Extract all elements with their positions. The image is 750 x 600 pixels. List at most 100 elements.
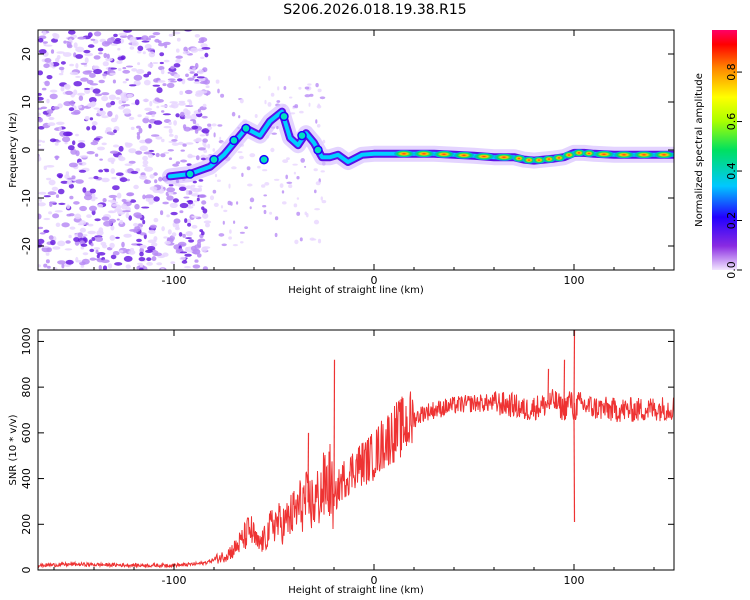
noise-speckle <box>137 114 142 118</box>
noise-speckle <box>38 191 47 195</box>
noise-speckle <box>169 101 178 104</box>
noise-speckle <box>75 133 79 137</box>
noise-speckle <box>88 97 97 103</box>
noise-speckle <box>313 168 318 172</box>
noise-speckle <box>148 51 156 58</box>
noise-speckle <box>192 120 197 125</box>
ridge-peak <box>454 151 474 159</box>
noise-speckle <box>116 192 122 199</box>
noise-speckle <box>139 262 144 268</box>
noise-speckle <box>90 242 94 247</box>
noise-speckle <box>73 89 78 96</box>
noise-speckle <box>162 113 172 116</box>
noise-speckle <box>118 32 128 36</box>
noise-speckle <box>87 223 94 227</box>
noise-speckle <box>317 103 320 107</box>
noise-speckle <box>101 115 109 119</box>
noise-speckle <box>62 52 72 57</box>
noise-speckle <box>95 249 99 254</box>
noise-speckle <box>48 235 54 241</box>
noise-speckle <box>118 145 124 152</box>
colorbar-label: Normalized spectral amplitude <box>694 73 705 227</box>
noise-speckle <box>207 123 212 127</box>
bottom-x-tick-label: 0 <box>371 574 378 587</box>
noise-speckle <box>197 108 201 113</box>
noise-speckle <box>182 124 187 130</box>
noise-speckle <box>108 210 114 213</box>
noise-speckle <box>48 211 53 215</box>
top-y-tick-label: -20 <box>20 237 33 255</box>
noise-speckle <box>69 63 74 67</box>
noise-speckle <box>263 209 267 215</box>
noise-speckle <box>197 40 205 44</box>
bottom-x-tick-label: -100 <box>162 574 187 587</box>
noise-speckle <box>137 45 144 51</box>
noise-speckle <box>173 63 181 68</box>
noise-speckle <box>80 243 88 247</box>
noise-speckle <box>42 30 47 36</box>
noise-speckle <box>138 257 146 262</box>
noise-speckle <box>147 71 152 75</box>
noise-speckle <box>79 220 86 226</box>
noise-speckle <box>38 143 42 147</box>
ridge-peak <box>533 156 545 164</box>
colorbar-tick-label: 0.8 <box>725 63 738 81</box>
noise-speckle <box>117 68 122 71</box>
noise-speckle <box>100 259 110 264</box>
noise-speckle <box>164 44 168 49</box>
noise-speckle <box>149 100 153 107</box>
noise-speckle <box>281 190 285 194</box>
noise-speckle <box>67 145 75 151</box>
noise-speckle <box>269 211 273 215</box>
noise-speckle <box>109 72 116 76</box>
noise-speckle <box>148 202 154 205</box>
noise-speckle <box>184 218 188 224</box>
noise-speckle <box>153 217 159 223</box>
noise-speckle <box>211 123 217 127</box>
noise-speckle <box>229 229 232 234</box>
noise-speckle <box>84 116 90 121</box>
noise-speckle <box>299 237 303 242</box>
noise-speckle <box>48 116 55 121</box>
noise-speckle <box>129 36 137 43</box>
noise-speckle <box>219 136 222 141</box>
noise-speckle <box>153 172 158 176</box>
noise-speckle <box>73 201 80 205</box>
noise-speckle <box>89 73 96 78</box>
noise-speckle <box>92 65 98 70</box>
ridge-peak <box>543 155 555 163</box>
noise-speckle <box>184 115 192 119</box>
noise-speckle <box>160 153 166 158</box>
noise-speckle <box>167 149 174 152</box>
noise-speckle <box>57 260 66 265</box>
noise-speckle <box>97 146 105 151</box>
noise-speckle <box>185 105 194 107</box>
noise-speckle <box>123 30 132 33</box>
snr-spike <box>573 412 576 523</box>
noise-speckle <box>146 48 155 51</box>
noise-speckle <box>97 203 104 208</box>
noise-speckle <box>93 107 100 110</box>
noise-speckle <box>86 79 94 85</box>
noise-speckle <box>145 112 153 115</box>
noise-speckle <box>65 240 71 244</box>
noise-speckle <box>68 183 74 189</box>
noise-speckle <box>38 92 42 96</box>
noise-speckle <box>98 227 104 234</box>
noise-speckle <box>91 121 98 126</box>
noise-speckle <box>46 177 52 181</box>
noise-speckle <box>270 147 275 153</box>
noise-speckle <box>55 194 60 199</box>
noise-speckle <box>170 80 178 83</box>
noise-speckle <box>264 182 270 186</box>
noise-speckle <box>98 265 103 270</box>
noise-speckle <box>205 85 210 88</box>
noise-speckle <box>198 187 203 192</box>
noise-speckle <box>185 237 193 240</box>
noise-speckle <box>139 244 147 249</box>
noise-speckle <box>201 231 205 236</box>
noise-speckle <box>173 120 178 126</box>
noise-speckle <box>44 44 53 47</box>
noise-speckle <box>38 202 46 207</box>
ridge-blob <box>313 145 323 155</box>
